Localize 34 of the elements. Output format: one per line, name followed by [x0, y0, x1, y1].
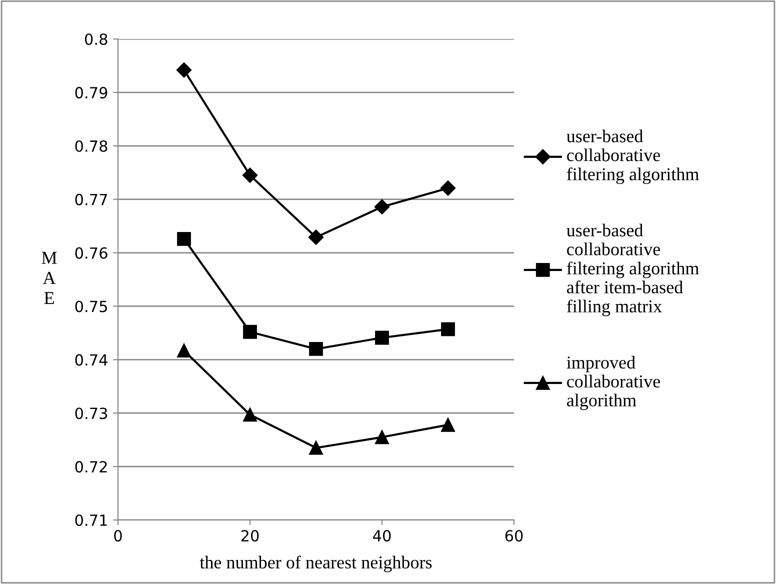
x-tick-label: 0 — [114, 530, 122, 542]
legend-label: user-based collaborative filtering algorithm after item-based filling matrix — [566, 224, 699, 316]
y-tick-label: 0.79 — [75, 86, 108, 98]
point — [177, 232, 191, 246]
y-tick-label: 0.71 — [75, 514, 107, 526]
point — [176, 62, 192, 78]
point — [177, 344, 191, 358]
point — [309, 342, 323, 356]
point — [308, 230, 324, 245]
x-axis-title: the number of nearest neighbors — [200, 556, 432, 572]
x-tick-label: 60 — [505, 530, 523, 542]
y-tick-label: 0.74 — [75, 354, 108, 366]
x-tick-label: 20 — [241, 530, 259, 542]
y-tick-label: 0.75 — [75, 300, 107, 312]
y-tick-label: 0.78 — [75, 140, 108, 152]
point — [243, 408, 257, 422]
y-tick-label: 0.8 — [84, 33, 108, 46]
point — [440, 180, 456, 196]
point — [375, 430, 389, 444]
point — [375, 330, 389, 345]
point — [309, 440, 323, 455]
point — [441, 322, 455, 336]
y-tick-label: 0.73 — [75, 408, 108, 420]
x-tick-label: 40 — [373, 530, 391, 542]
y-tick-label: 0.77 — [75, 194, 107, 206]
legend-label: improved collaborative algorithm — [566, 356, 660, 410]
point — [242, 168, 258, 183]
y-axis-title: MAE — [42, 252, 57, 304]
point — [441, 418, 455, 432]
y-tick-label: 0.76 — [75, 247, 108, 259]
legend-label: user-based collaborative filtering algorithm — [566, 130, 699, 184]
point — [243, 324, 257, 339]
y-tick-label: 0.72 — [75, 461, 107, 473]
point — [374, 199, 390, 214]
